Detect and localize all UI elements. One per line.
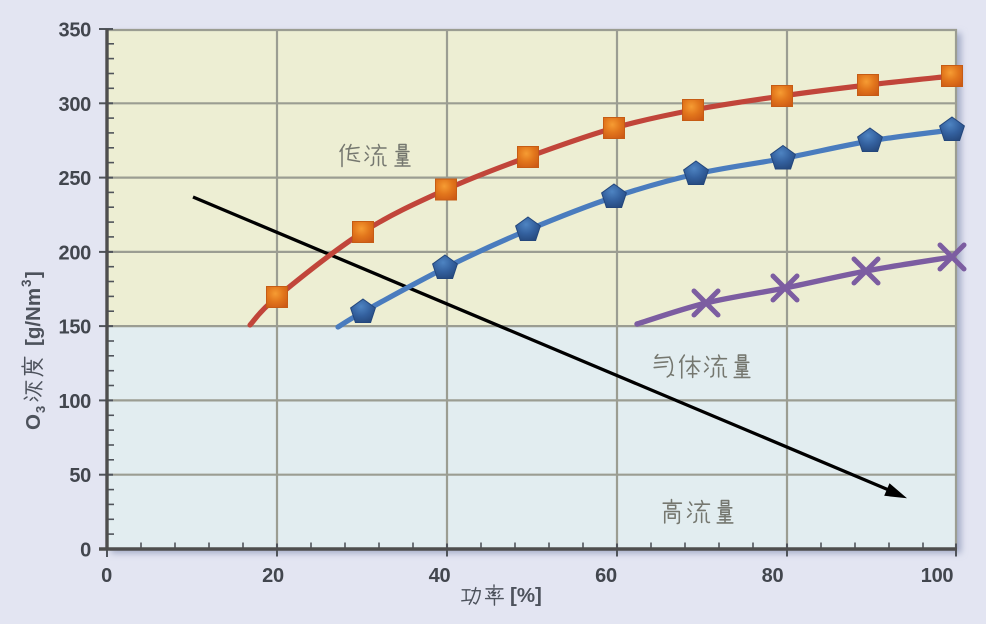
svg-text:300: 300 — [59, 94, 92, 116]
svg-text:40: 40 — [429, 565, 451, 587]
svg-text:]: ] — [22, 271, 45, 278]
svg-text:[g/Nm: [g/Nm — [22, 288, 45, 346]
svg-text:0: 0 — [80, 540, 91, 562]
svg-text:3: 3 — [33, 406, 48, 413]
svg-text:20: 20 — [262, 565, 284, 587]
svg-text:[%]: [%] — [510, 584, 542, 607]
svg-text:100: 100 — [59, 391, 92, 413]
svg-text:350: 350 — [59, 20, 92, 42]
svg-text:80: 80 — [762, 565, 784, 587]
svg-text:200: 200 — [59, 242, 92, 264]
svg-text:3: 3 — [19, 279, 34, 287]
svg-text:O: O — [22, 414, 45, 430]
svg-text:60: 60 — [595, 565, 617, 587]
svg-text:50: 50 — [69, 465, 91, 487]
svg-text:100: 100 — [921, 565, 954, 587]
svg-text:150: 150 — [59, 317, 92, 339]
svg-text:0: 0 — [101, 565, 112, 587]
svg-text:250: 250 — [59, 168, 92, 190]
